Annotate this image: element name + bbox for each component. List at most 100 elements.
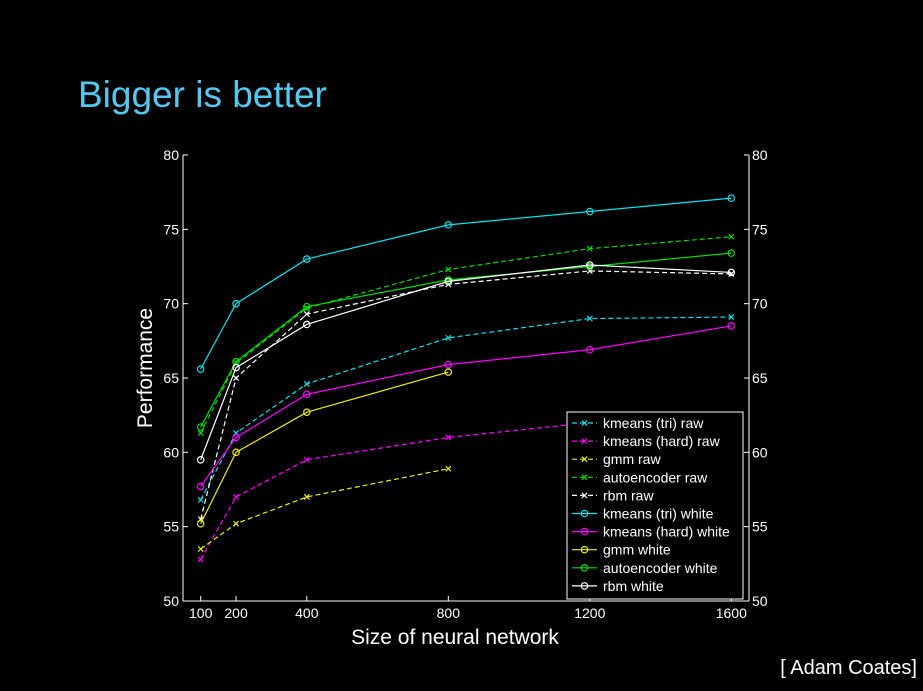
y-tick-label-left: 65 bbox=[163, 370, 179, 386]
legend-marker bbox=[580, 545, 589, 554]
legend-marker bbox=[581, 438, 588, 445]
data-point bbox=[303, 320, 311, 329]
x-tick-label: 800 bbox=[437, 605, 461, 621]
legend-label: rbm white bbox=[603, 578, 664, 594]
data-point bbox=[586, 245, 593, 252]
data-point bbox=[444, 221, 453, 229]
data-point bbox=[728, 314, 735, 321]
data-point bbox=[232, 433, 240, 442]
legend-marker bbox=[581, 492, 588, 499]
y-tick-label-right: 75 bbox=[752, 221, 768, 237]
slide-title: Bigger is better bbox=[78, 74, 327, 115]
data-point bbox=[303, 456, 310, 463]
data-point bbox=[727, 268, 736, 277]
data-point bbox=[444, 360, 453, 369]
series-line bbox=[200, 264, 732, 460]
chart-series bbox=[196, 194, 736, 563]
data-point bbox=[303, 302, 311, 311]
legend-label: gmm white bbox=[603, 542, 671, 558]
x-tick-label: 100 bbox=[189, 605, 213, 621]
series-line bbox=[200, 316, 732, 501]
data-point bbox=[586, 207, 594, 216]
legend-label: autoencoder raw bbox=[603, 469, 708, 485]
legend-marker bbox=[580, 527, 589, 536]
y-tick-label-right: 55 bbox=[752, 519, 768, 535]
data-point bbox=[445, 334, 452, 341]
data-point bbox=[303, 255, 311, 263]
y-tick-label-right: 60 bbox=[752, 444, 768, 460]
y-tick-label-left: 60 bbox=[163, 444, 179, 460]
series-line bbox=[200, 325, 732, 487]
series-kmeans-tri-raw bbox=[197, 314, 735, 503]
y-tick-label-left: 80 bbox=[163, 147, 179, 163]
legend-label: kmeans (tri) raw bbox=[603, 415, 704, 431]
y-axis-label: Performance bbox=[134, 308, 157, 428]
data-point bbox=[303, 311, 310, 318]
data-point bbox=[586, 261, 594, 269]
series-line bbox=[200, 252, 732, 428]
y-tick-label-left: 70 bbox=[163, 296, 179, 312]
chart-axes: 50 55 60 65 70 75 80 50 55 60 65 70 75 80 100 200 400 800… bbox=[163, 147, 767, 621]
data-point bbox=[728, 233, 735, 240]
y-tick-label-left: 55 bbox=[163, 519, 179, 535]
legend-marker bbox=[581, 419, 588, 427]
data-point bbox=[586, 315, 593, 322]
x-tick-label: 1600 bbox=[716, 605, 747, 621]
data-point bbox=[232, 448, 240, 457]
data-point bbox=[197, 429, 204, 437]
y-tick-label-right: 50 bbox=[752, 593, 768, 609]
y-tick-label-right: 80 bbox=[752, 147, 768, 163]
data-point bbox=[197, 545, 204, 552]
series-autoencoder-raw bbox=[197, 233, 735, 437]
series-line bbox=[200, 197, 732, 370]
data-point bbox=[727, 249, 736, 257]
data-point bbox=[445, 434, 452, 441]
x-tick-label: 1200 bbox=[574, 605, 605, 621]
series-line bbox=[200, 236, 732, 434]
legend-label: rbm raw bbox=[603, 487, 654, 503]
series-line bbox=[200, 371, 449, 524]
data-point bbox=[303, 408, 311, 416]
series-line bbox=[200, 270, 732, 520]
legend-label: kmeans (tri) white bbox=[603, 506, 714, 522]
legend-marker bbox=[580, 509, 589, 518]
legend-label: autoencoder white bbox=[603, 560, 718, 576]
y-tick-label-left: 50 bbox=[163, 593, 179, 609]
data-point bbox=[232, 363, 240, 372]
legend-marker bbox=[580, 563, 589, 572]
series-kmeans-tri-white bbox=[196, 194, 736, 373]
data-point bbox=[196, 423, 205, 431]
data-point bbox=[197, 496, 204, 503]
series-kmeans-hard-raw bbox=[197, 419, 593, 563]
y-tick-label-right: 70 bbox=[752, 296, 768, 312]
data-point bbox=[303, 493, 310, 500]
legend-label: kmeans (hard) raw bbox=[603, 433, 721, 449]
series-gmm-raw bbox=[197, 465, 452, 552]
data-point bbox=[303, 380, 310, 387]
legend-marker bbox=[581, 474, 588, 481]
data-point bbox=[445, 465, 452, 472]
data-point bbox=[197, 556, 204, 563]
series-line bbox=[200, 468, 449, 550]
series-rbm-white bbox=[196, 261, 736, 464]
credit-text: [ Adam Coates] bbox=[780, 657, 917, 679]
chart-legend: kmeans (tri) raw kmeans (hard) raw gmm raw… bbox=[566, 411, 744, 600]
data-point bbox=[727, 322, 736, 330]
legend-label: gmm raw bbox=[603, 451, 661, 467]
series-gmm-white bbox=[196, 368, 453, 528]
series-kmeans-hard-white bbox=[196, 322, 736, 491]
data-point bbox=[233, 520, 240, 527]
data-point bbox=[232, 299, 240, 308]
data-point bbox=[196, 482, 205, 491]
legend-marker bbox=[580, 582, 589, 590]
x-tick-label: 200 bbox=[224, 605, 248, 621]
legend-label: kmeans (hard) white bbox=[603, 524, 730, 540]
data-point bbox=[233, 374, 240, 382]
data-point bbox=[444, 368, 453, 376]
data-point bbox=[233, 493, 240, 500]
y-tick-label-right: 65 bbox=[752, 370, 768, 386]
data-point bbox=[444, 277, 453, 286]
x-axis-label: Size of neural network bbox=[351, 626, 559, 649]
y-tick-label-left: 75 bbox=[163, 221, 179, 237]
